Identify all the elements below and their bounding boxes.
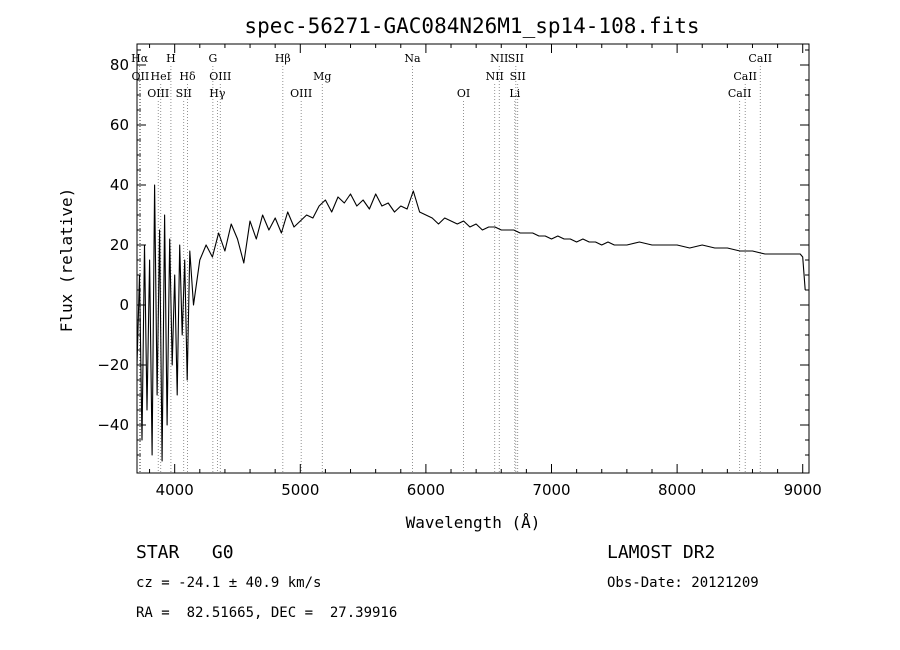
- x-tick-label-4: 8000: [658, 481, 696, 499]
- line-label-6: SII: [508, 52, 524, 65]
- x-axis: 4000 5000 6000 7000 8000 9000: [149, 44, 822, 499]
- line-label-13: NII: [486, 70, 504, 83]
- line-label-21: Li: [509, 87, 520, 100]
- y-axis-label: Flux (relative): [57, 188, 76, 333]
- x-tick-label-5: 9000: [784, 481, 822, 499]
- line-label-1: H: [166, 52, 176, 65]
- line-label-18: SII: [176, 87, 192, 100]
- y-axis: −40 −20 0 20 40 60 80: [97, 49, 809, 456]
- line-label-16: OIII: [147, 87, 169, 100]
- line-label-7: CaII: [748, 52, 772, 65]
- y-tick-label-0: −40: [97, 416, 129, 434]
- x-tick-label-2: 6000: [407, 481, 445, 499]
- y-tick-label-2: 0: [119, 296, 129, 314]
- plot-frame: [136, 43, 810, 474]
- line-label-8: OII: [132, 70, 150, 83]
- line-label-19: OIII: [290, 87, 312, 100]
- line-label-14: SII: [510, 70, 526, 83]
- x-tick-label-0: 4000: [156, 481, 194, 499]
- line-label-20: OI: [457, 87, 470, 100]
- observation-date: Obs-Date: 20121209: [607, 575, 759, 591]
- y-tick-label-4: 40: [110, 176, 129, 194]
- y-tick-label-6: 80: [110, 56, 129, 74]
- line-label-17: Hγ: [209, 87, 226, 100]
- line-label-11: OIII: [209, 70, 231, 83]
- line-label-15: CaII: [733, 70, 757, 83]
- x-axis-label: Wavelength (Å): [406, 513, 541, 532]
- line-label-12: Mg: [313, 70, 331, 83]
- y-tick-label-1: −20: [97, 356, 129, 374]
- chart-title: spec-56271-GAC084N26M1_sp14-108.fits: [244, 14, 699, 38]
- line-label-2: G: [208, 52, 217, 65]
- y-tick-label-5: 60: [110, 116, 129, 134]
- line-label-0: Hα: [131, 52, 149, 65]
- y-tick-label-3: 20: [110, 236, 129, 254]
- x-tick-label-3: 7000: [532, 481, 570, 499]
- spectrum-series-0: [136, 184, 806, 462]
- line-label-3: Hβ: [275, 52, 291, 65]
- series-layer: [136, 184, 806, 462]
- line-label-4: Na: [404, 52, 421, 65]
- line-label-22: CaII: [728, 87, 752, 100]
- survey-name: LAMOST DR2: [607, 542, 716, 563]
- sky-coordinates: RA = 82.51665, DEC = 27.39916: [136, 605, 398, 621]
- object-class: STAR G0: [136, 542, 234, 563]
- x-tick-label-1: 5000: [281, 481, 319, 499]
- line-label-10: Hδ: [179, 70, 196, 83]
- redshift-velocity: cz = -24.1 ± 40.9 km/s: [136, 575, 322, 591]
- line-label-9: HeI: [151, 70, 171, 83]
- line-label-5: NII: [490, 52, 508, 65]
